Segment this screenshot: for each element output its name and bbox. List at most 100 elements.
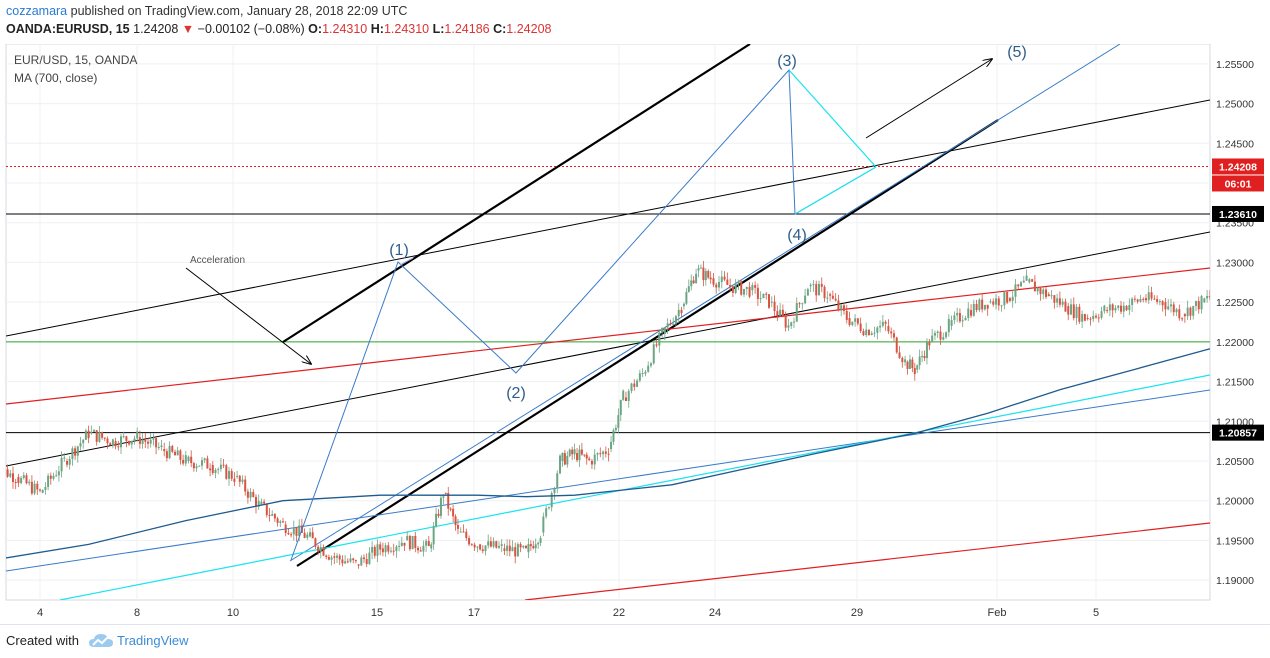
- candle-body: [721, 277, 723, 282]
- candle-body: [1087, 318, 1089, 319]
- candle-body: [323, 547, 325, 556]
- candle-body: [540, 538, 542, 543]
- y-tick-label: 1.19000: [1216, 575, 1254, 587]
- candle-body: [517, 544, 519, 556]
- tradingview-brand[interactable]: TradingView: [117, 633, 189, 648]
- candle-body: [190, 457, 192, 463]
- candle-body: [350, 558, 352, 561]
- candle-body: [306, 535, 308, 538]
- candle-body: [290, 534, 292, 535]
- candle-body: [653, 344, 655, 363]
- candle-body: [1089, 319, 1091, 320]
- candle-body: [768, 294, 770, 308]
- candle-body: [914, 368, 916, 374]
- candle-body: [849, 318, 851, 325]
- candle-body: [804, 296, 806, 304]
- candle-body: [760, 298, 762, 299]
- price-tag-label: 06:01: [1225, 178, 1252, 190]
- author-link[interactable]: cozzamara: [6, 4, 67, 18]
- candle-body: [948, 319, 950, 332]
- candle-body: [879, 326, 881, 328]
- candle-body: [556, 473, 558, 488]
- price-tag-label: 1.24208: [1219, 161, 1257, 173]
- candle-body: [551, 493, 553, 507]
- candle-body: [282, 521, 284, 522]
- candle-body: [490, 541, 492, 546]
- candle-body: [1117, 306, 1119, 308]
- candle-body: [247, 492, 249, 498]
- candle-body: [688, 286, 690, 292]
- candle-body: [263, 502, 265, 504]
- candle-body: [98, 432, 100, 442]
- candle-body: [586, 455, 588, 459]
- candle-body: [150, 440, 152, 444]
- candle-body: [193, 463, 195, 468]
- candle-body: [382, 548, 384, 552]
- candle-body: [1201, 296, 1203, 309]
- candle-body: [169, 446, 171, 458]
- legend-ma: MA (700, close): [14, 71, 97, 85]
- candle-body: [58, 471, 60, 475]
- candle-body: [628, 391, 630, 401]
- candle-body: [574, 449, 576, 454]
- candle-body: [1028, 279, 1030, 282]
- candle-body: [115, 441, 117, 446]
- candle-body: [535, 544, 537, 548]
- y-tick-label: 1.20000: [1216, 496, 1254, 508]
- candle-body: [428, 541, 430, 546]
- candle-body: [751, 285, 753, 290]
- candle-body: [260, 502, 262, 505]
- candle-body: [331, 558, 333, 560]
- candle-body: [1003, 292, 1005, 305]
- candle-body: [1070, 304, 1072, 314]
- symbol-label: OANDA:EURUSD, 15: [6, 22, 130, 36]
- candle-body: [978, 300, 980, 311]
- candle-body: [479, 544, 481, 549]
- tradingview-cloud-icon[interactable]: [88, 632, 114, 650]
- candle-body: [252, 492, 254, 497]
- candle-body: [430, 544, 432, 548]
- candle-body: [1098, 317, 1100, 318]
- candle-body: [206, 458, 208, 468]
- candle-body: [700, 268, 702, 269]
- candle-body: [96, 430, 98, 442]
- candle-body: [874, 333, 876, 334]
- candle-body: [368, 553, 370, 565]
- y-tick-label: 1.23000: [1216, 257, 1254, 269]
- candle-body: [799, 303, 801, 304]
- candle-body: [455, 516, 457, 525]
- candle-body: [532, 546, 534, 548]
- candle-body: [669, 323, 671, 324]
- candle-body: [924, 356, 926, 358]
- candle-body: [967, 309, 969, 318]
- candle-body: [438, 514, 440, 516]
- candle-body: [196, 466, 198, 468]
- candle-body: [537, 543, 539, 544]
- price-chart[interactable]: (1)(2)(3)(4)(5) Acceleration 1.255001.25…: [0, 44, 1270, 624]
- candle-body: [576, 453, 578, 460]
- candle-body: [463, 532, 465, 533]
- candle-body: [158, 447, 160, 448]
- candle-body: [790, 322, 792, 326]
- candle-body: [807, 289, 809, 295]
- candle-body: [152, 438, 154, 440]
- candle-body: [530, 544, 532, 546]
- candle-body: [1209, 296, 1211, 297]
- candle-body: [123, 436, 125, 437]
- candle-body: [876, 327, 878, 332]
- candle-body: [726, 280, 728, 285]
- candle-body: [928, 342, 930, 345]
- close-value: 1.24208: [506, 22, 551, 36]
- candle-body: [765, 294, 767, 295]
- candle-body: [904, 359, 906, 362]
- candle-body: [266, 504, 268, 515]
- candle-body: [832, 296, 834, 299]
- candle-body: [815, 284, 817, 295]
- price-axis[interactable]: 1.255001.250001.245001.240001.235001.230…: [1216, 59, 1254, 587]
- candle-body: [34, 484, 36, 494]
- candle-body: [1009, 298, 1011, 301]
- candle-body: [702, 268, 704, 280]
- candle-body: [675, 316, 677, 324]
- candle-body: [352, 558, 354, 560]
